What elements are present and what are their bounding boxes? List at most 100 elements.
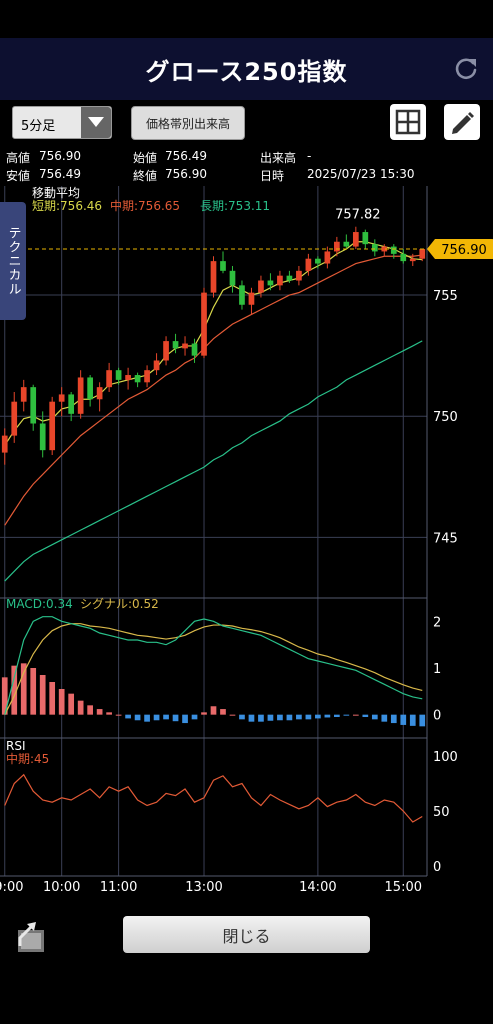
candle-body	[258, 280, 264, 293]
pencil-icon	[452, 112, 474, 134]
x-tick-label: 15:00	[385, 880, 422, 895]
macd-histogram-bar	[87, 705, 93, 715]
datetime-value: 2025/07/23 15:30	[307, 167, 415, 181]
macd-signal-line	[4, 623, 423, 715]
page-title: グロース250指数	[145, 57, 348, 86]
macd-histogram-bar	[343, 714, 350, 716]
candle-body	[409, 258, 416, 262]
layout-grid-button[interactable]	[390, 104, 426, 140]
candle-body	[68, 394, 75, 414]
macd-histogram-bar	[163, 714, 169, 720]
current-price-label: 756.90	[441, 243, 487, 258]
close-button[interactable]: 閉じる	[123, 916, 370, 953]
macd-histogram-bar	[68, 693, 75, 715]
rsi-tick-label: 0	[433, 860, 441, 875]
status-bar-area	[0, 0, 493, 38]
candle-body	[248, 292, 255, 305]
price-tick-label: 755	[433, 289, 458, 304]
candle-body	[77, 377, 84, 414]
ma-short-line	[4, 241, 423, 446]
open-value: 756.49	[165, 149, 207, 163]
ma-legend-title: 移動平均	[32, 186, 80, 200]
macd-histogram-bar	[191, 714, 198, 720]
macd-histogram-bar	[362, 714, 369, 717]
max-price-label: 757.82	[335, 208, 381, 223]
candle-body	[106, 370, 112, 388]
macd-histogram-bar	[248, 714, 255, 722]
macd-histogram-bar	[229, 714, 236, 716]
candle-body	[191, 343, 198, 356]
high-label: 高値	[6, 151, 31, 165]
x-tick-label: 09:00	[0, 880, 23, 895]
macd-histogram-bar	[39, 675, 46, 715]
x-tick-label: 10:00	[43, 880, 80, 895]
candle-body	[352, 232, 359, 247]
macd-tick-label: 0	[433, 709, 441, 724]
high-value: 756.90	[39, 149, 81, 163]
interval-select-label: 5分足	[21, 119, 56, 134]
candle-body	[229, 270, 236, 286]
macd-histogram-bar	[115, 714, 122, 716]
candle-body	[305, 258, 312, 271]
candle-body	[115, 370, 122, 380]
candle-body	[267, 280, 274, 286]
current-price-badge	[427, 239, 493, 260]
x-tick-label: 13:00	[185, 880, 222, 895]
datetime-label: 日時	[260, 169, 285, 183]
macd-histogram-bar	[390, 714, 397, 724]
candle-body	[239, 285, 245, 305]
technical-tab[interactable]: テクニカル	[0, 202, 26, 320]
chart-area[interactable]: 09:00 10:00 11:00 13:00 14:00 15:00 755 750 745 7…	[0, 186, 493, 900]
refresh-icon[interactable]	[453, 56, 479, 82]
macd-histogram-bar	[400, 714, 407, 725]
macd-histogram-bar	[352, 714, 359, 716]
candle-body	[296, 270, 302, 281]
macd-histogram-bar	[172, 714, 179, 722]
candle-body	[315, 258, 321, 264]
x-tick-label: 14:00	[299, 880, 336, 895]
candle-body	[58, 394, 65, 402]
candle-body	[1, 435, 8, 453]
candle-body	[39, 423, 46, 451]
candle-body	[20, 387, 27, 402]
back-arrow-icon[interactable]	[10, 916, 48, 954]
macd-histogram-bar	[277, 714, 283, 721]
macd-histogram-bar	[1, 677, 8, 715]
ma-mid-line	[4, 254, 423, 526]
rsi-tick-label: 50	[433, 805, 450, 820]
macd-histogram-bar	[106, 712, 112, 715]
low-value: 756.49	[39, 167, 81, 181]
volume-by-price-button[interactable]: 価格帯別出来高	[131, 106, 245, 140]
interval-select[interactable]: 5分足	[12, 106, 112, 139]
macd-histogram-bar	[11, 665, 18, 715]
candle-body	[400, 253, 407, 262]
ma-long-line	[4, 340, 423, 582]
macd-histogram-bar	[419, 714, 426, 727]
macd-histogram-bar	[77, 700, 84, 715]
ma-legend-item: 長期:753.11	[200, 199, 270, 213]
macd-histogram-bar	[409, 714, 416, 726]
open-label: 始値	[133, 151, 158, 165]
close-label: 終値	[133, 169, 158, 183]
macd-histogram-bar	[267, 714, 274, 721]
rsi-tick-label: 100	[433, 750, 458, 765]
macd-histogram-bar	[96, 709, 103, 715]
candle-body	[334, 241, 340, 252]
candle-body	[324, 251, 331, 264]
stock-chart[interactable]: 09:00 10:00 11:00 13:00 14:00 15:00 755 750 745 7…	[0, 186, 493, 900]
candle-body	[153, 360, 160, 371]
signal-label: シグナル:0.52	[80, 597, 159, 611]
macd-histogram-bar	[381, 714, 388, 722]
volume-value: -	[307, 149, 312, 163]
macd-histogram-bar	[258, 714, 264, 722]
macd-histogram-bar	[144, 714, 150, 722]
draw-tool-button[interactable]	[444, 104, 480, 140]
macd-histogram-bar	[58, 689, 65, 715]
candle-body	[220, 261, 226, 271]
candle-body	[390, 246, 397, 254]
candle-body	[172, 341, 179, 349]
candle-body	[49, 401, 56, 451]
candle-body	[87, 377, 93, 400]
macd-histogram-bar	[315, 714, 321, 719]
candle-body	[144, 370, 150, 383]
